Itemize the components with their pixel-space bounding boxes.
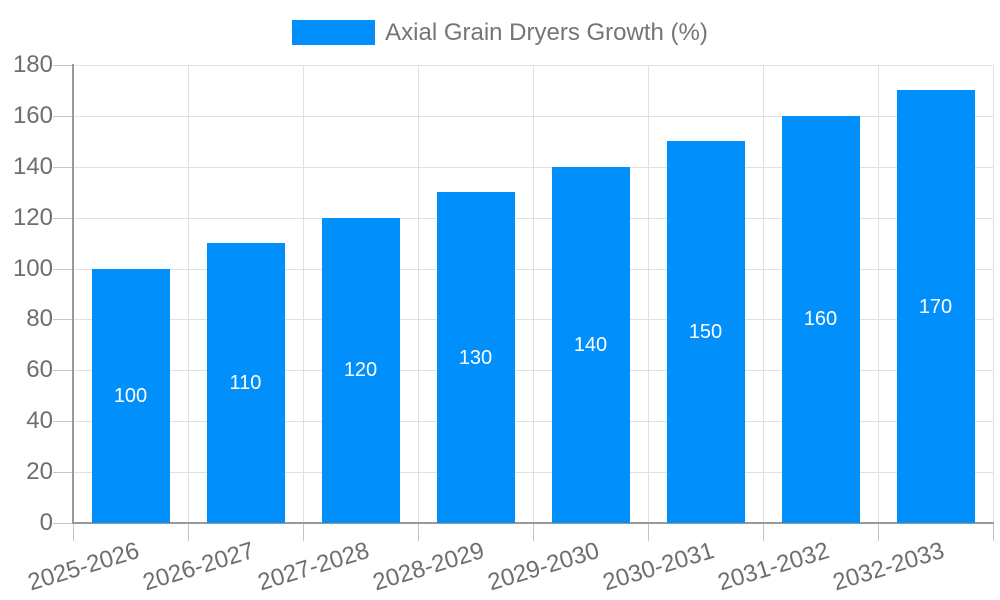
bar[interactable] [91,268,170,523]
y-tick-mark [53,319,73,320]
y-tick-mark [53,65,73,66]
x-tick-mark [188,523,189,541]
v-gridline [533,65,534,523]
v-gridline [993,65,994,523]
bar[interactable] [666,141,745,523]
y-tick-label: 100 [12,255,53,282]
legend-label: Axial Grain Dryers Growth (%) [385,19,708,46]
x-tick-mark [993,523,994,541]
x-tick-mark [878,523,879,541]
y-tick-label: 140 [12,153,53,180]
bar-value-label: 170 [918,295,953,318]
x-axis-line [72,522,994,524]
bar[interactable] [781,115,860,523]
x-tick-mark [763,523,764,541]
y-tick-label: 0 [39,509,53,536]
bar[interactable] [206,243,285,523]
bar-value-label: 100 [113,384,148,407]
x-tick-label: 2028-2029 [369,537,488,597]
x-tick-label: 2031-2032 [714,537,833,597]
x-tick-label: 2029-2030 [484,537,603,597]
bar-value-label: 110 [229,372,262,395]
x-tick-label: 2027-2028 [254,537,373,597]
x-tick-mark [533,523,534,541]
v-gridline [763,65,764,523]
x-tick-label: 2030-2031 [599,537,718,597]
bar-value-label: 150 [688,321,723,344]
y-tick-mark [53,116,73,117]
bar[interactable] [551,166,630,523]
bar-value-label: 120 [343,359,378,382]
x-tick-mark [303,523,304,541]
y-tick-mark [53,370,73,371]
y-tick-label: 160 [12,102,53,129]
v-gridline [418,65,419,523]
legend[interactable]: Axial Grain Dryers Growth (%) [0,20,1000,45]
y-tick-label: 20 [26,458,53,485]
y-tick-mark [53,218,73,219]
x-tick-label: 2032-2033 [829,537,948,597]
y-tick-mark [53,167,73,168]
v-gridline [878,65,879,523]
y-tick-label: 180 [12,51,53,78]
bar[interactable] [436,192,515,523]
y-tick-mark [53,523,73,524]
bar[interactable] [896,90,975,523]
y-tick-mark [53,472,73,473]
x-tick-mark [418,523,419,541]
y-axis-line [72,64,74,523]
bar-value-label: 160 [803,308,838,331]
y-tick-label: 80 [26,305,53,332]
legend-swatch [292,20,376,45]
x-tick-mark [648,523,649,541]
y-tick-label: 60 [26,356,53,383]
y-tick-mark [53,421,73,422]
y-tick-mark [53,269,73,270]
x-tick-label: 2026-2027 [139,537,258,597]
x-tick-label: 2025-2026 [24,537,143,597]
x-tick-mark [73,523,74,541]
bar-value-label: 140 [573,333,608,356]
bar[interactable] [321,217,400,523]
bar-value-label: 130 [458,346,493,369]
y-tick-label: 40 [26,407,53,434]
v-gridline [188,65,189,523]
v-gridline [303,65,304,523]
y-tick-label: 120 [12,204,53,231]
v-gridline [648,65,649,523]
